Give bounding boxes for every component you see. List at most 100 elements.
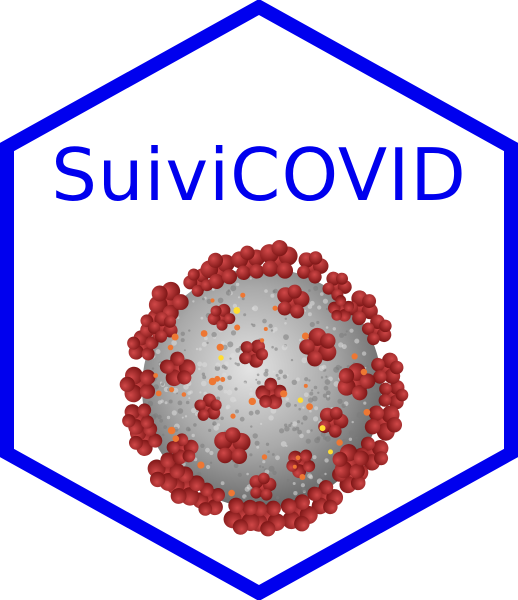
virus-texture-speck [234,399,237,402]
virus-texture-speck [344,333,347,336]
virus-spike-lobe [249,264,264,279]
virus-texture-speck [272,290,276,293]
virus-texture-speck [252,305,259,312]
virus-texture-speck [160,382,165,386]
virus-texture-speck [236,362,240,367]
virus-texture-speck [201,341,207,347]
virus-spike [119,366,156,403]
virus-spike [361,314,392,346]
virus-texture-speck [183,349,186,352]
virus-spike-lobe [197,409,210,421]
virus-texture-speck [325,390,331,396]
virus-dot-orange [220,377,226,382]
virus-texture-speck [232,303,238,309]
virus-spike-lobe [187,268,200,281]
virus-texture-speck [213,425,219,431]
virus-texture-speck [216,423,221,427]
virus-spike-lobe [182,449,196,463]
virus-texture-speck [237,296,241,299]
virus-texture-speck [356,412,363,419]
virus-texture-speck [220,416,224,421]
virus-texture-speck [355,436,358,440]
virus-dot-orange [169,387,175,393]
virus-texture-speck [214,485,218,489]
virus-texture-speck [302,406,305,409]
virus-spike-lobe [149,471,166,488]
virus-texture-speck [270,293,275,298]
virus-texture-speck [275,373,279,377]
virus-spike-lobe [265,500,281,516]
virus-texture-speck [363,401,367,405]
virus-texture-speck [256,373,260,377]
virus-spike-lobe [127,336,141,350]
virus-texture-speck [292,421,298,427]
virus-spike [255,377,287,410]
virus-spike-lobe [328,425,342,438]
virus-texture-speck [171,410,177,416]
virus-texture-speck [256,445,260,449]
virus-texture-speck [271,345,274,349]
virus-texture-speck [185,400,190,405]
virus-texture-speck [201,380,207,387]
virus-spikes [119,240,409,537]
virus-spike [307,480,344,515]
virus-texture-speck [220,340,225,345]
virus-texture-speck [320,292,324,296]
virus-spike-lobe [224,313,236,325]
virus-texture-speck [277,376,281,381]
virus-spike-lobe [169,463,185,479]
virus-spike-lobe [170,488,187,504]
virus-texture-speck [223,389,228,394]
virus-texture-speck [244,496,249,501]
virus-texture-speck [342,438,348,444]
virus-spike-lobe [194,399,206,411]
virus-dot-orange [200,330,208,337]
virus-texture-speck [286,478,290,482]
virus-texture-speck [241,297,245,301]
virus-texture-speck [199,391,202,394]
virus-spike [277,284,310,319]
virus-texture-speck [320,376,324,379]
virus-texture-speck [249,277,252,280]
virus-texture-speck [201,372,206,376]
virus-spike-lobe [277,301,292,316]
virus-spike-lobe [217,447,233,464]
virus-spike-lobe [326,271,341,286]
virus-spike-lobe [216,319,228,331]
virus-texture-speck [351,420,354,424]
virus-dot-yellow [328,449,333,455]
virus-texture-speck [248,410,254,416]
virus-texture-speck [166,415,171,420]
virus-spike-lobe [188,475,205,492]
virus-spike-lobe [208,273,225,290]
virus-texture-speck [153,413,158,418]
virus-spike-lobe [368,405,384,421]
virus-texture-speck [283,334,289,340]
virus-texture-speck [309,300,315,306]
virus-spike-lobe [210,305,222,317]
virus-texture-speck [188,397,191,400]
virus-dot-orange [248,397,256,406]
virus-dot-orange [208,377,217,386]
virus-spike-lobe [255,348,269,361]
virus-texture-speck [161,433,165,437]
virus-texture-speck [349,328,354,333]
virus-spike [214,427,251,465]
virus-texture-speck [222,344,228,350]
virus-texture-speck [239,416,245,422]
virus-texture-speck [203,391,207,396]
virus-texture-speck [290,358,294,362]
virus-texture-speck [303,309,307,312]
virus-spike-lobe [166,440,180,454]
virus-texture-speck [192,300,195,303]
virus-texture-speck [309,409,312,413]
virus-texture-speck [332,327,336,331]
virus-texture-speck [339,332,345,338]
virus-spike [148,281,189,321]
virus-spike-lobe [140,369,156,385]
virus-spike [194,393,222,421]
virus-spike-lobe [362,294,377,309]
virus-texture-speck [151,367,155,370]
virus-spike-lobe [267,394,283,410]
